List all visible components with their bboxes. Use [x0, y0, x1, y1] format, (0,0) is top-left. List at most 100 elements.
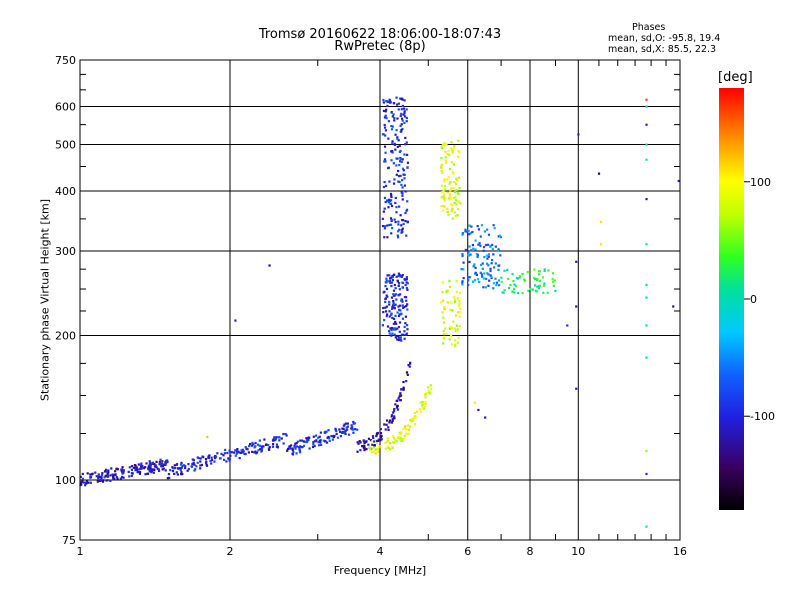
data-point — [391, 140, 394, 143]
data-point — [400, 123, 403, 126]
data-point — [395, 275, 398, 278]
data-point — [402, 219, 405, 222]
data-point — [390, 281, 394, 284]
data-point — [330, 434, 333, 438]
data-point — [358, 439, 361, 443]
data-point — [184, 465, 187, 468]
data-point — [383, 207, 386, 210]
data-point — [413, 423, 417, 426]
data-point — [186, 469, 189, 472]
data-point — [305, 441, 308, 444]
data-point — [163, 463, 166, 466]
data-point — [379, 439, 382, 442]
data-point — [575, 305, 578, 308]
data-point — [371, 443, 374, 446]
data-point — [199, 467, 202, 470]
data-point — [147, 467, 150, 470]
data-point — [109, 479, 112, 482]
data-point — [489, 274, 492, 277]
data-point — [120, 468, 123, 471]
data-point — [535, 290, 538, 293]
data-point — [536, 277, 539, 281]
data-point — [401, 194, 404, 197]
data-point — [399, 114, 402, 118]
data-point — [401, 119, 404, 122]
data-point — [451, 148, 454, 152]
data-point — [527, 289, 530, 292]
data-point — [399, 174, 402, 177]
data-point — [399, 437, 402, 440]
data-point — [384, 134, 387, 137]
data-point — [401, 192, 404, 195]
data-point — [645, 123, 648, 126]
data-point — [461, 280, 464, 283]
data-point — [166, 477, 170, 480]
data-point — [393, 304, 396, 307]
data-point — [451, 204, 454, 207]
data-point — [521, 292, 524, 295]
data-point — [385, 279, 388, 282]
data-point — [182, 464, 186, 467]
data-point — [351, 425, 354, 428]
data-point — [402, 438, 405, 441]
data-point — [120, 469, 123, 472]
data-point — [403, 115, 407, 118]
data-point — [387, 428, 390, 432]
plot-title-line1: Tromsø 20160622 18:06:00-18:07:43 — [258, 27, 502, 42]
data-point — [449, 181, 452, 184]
data-point — [325, 441, 329, 444]
data-point — [392, 162, 395, 165]
data-point — [536, 285, 539, 288]
data-point — [121, 475, 124, 479]
data-point — [351, 428, 355, 431]
data-point — [388, 315, 391, 318]
data-point — [496, 264, 500, 267]
phase-stats: Phases mean, sd,O: -95.8, 19.4 mean, sd,… — [608, 22, 720, 55]
data-point — [386, 200, 389, 203]
data-point — [393, 307, 396, 310]
data-point — [395, 96, 398, 99]
data-point — [405, 278, 409, 281]
data-point — [405, 299, 408, 302]
data-point — [161, 464, 165, 467]
data-point — [391, 316, 394, 319]
data-point — [399, 392, 402, 395]
data-point — [121, 466, 124, 469]
data-point — [645, 324, 648, 327]
data-point — [506, 268, 509, 271]
data-point — [385, 294, 388, 297]
data-point — [489, 269, 492, 273]
data-point — [472, 265, 475, 268]
data-point — [109, 474, 112, 477]
data-point — [491, 243, 494, 247]
data-point — [371, 440, 374, 443]
data-point — [140, 465, 144, 468]
data-point — [543, 268, 546, 271]
data-point — [401, 274, 404, 277]
data-point — [456, 341, 459, 344]
data-point — [479, 235, 482, 238]
data-point — [429, 384, 432, 387]
data-point — [523, 279, 527, 283]
data-point — [384, 306, 387, 309]
data-point — [384, 114, 387, 117]
data-point — [200, 463, 204, 467]
x-tick-label: 16 — [673, 545, 687, 558]
data-point — [521, 272, 524, 276]
data-point — [388, 421, 391, 424]
data-point — [485, 262, 489, 265]
data-point — [466, 230, 469, 233]
data-point — [393, 333, 396, 336]
data-point — [456, 214, 459, 217]
data-point — [267, 443, 270, 447]
data-point — [444, 161, 448, 164]
data-point — [450, 343, 454, 346]
data-point — [450, 203, 453, 206]
data-point — [342, 424, 345, 427]
data-point — [191, 458, 194, 461]
data-point — [384, 285, 387, 288]
data-point — [397, 335, 400, 338]
data-point — [244, 446, 247, 449]
y-tick-label: 500 — [55, 139, 76, 152]
data-point — [335, 429, 338, 433]
